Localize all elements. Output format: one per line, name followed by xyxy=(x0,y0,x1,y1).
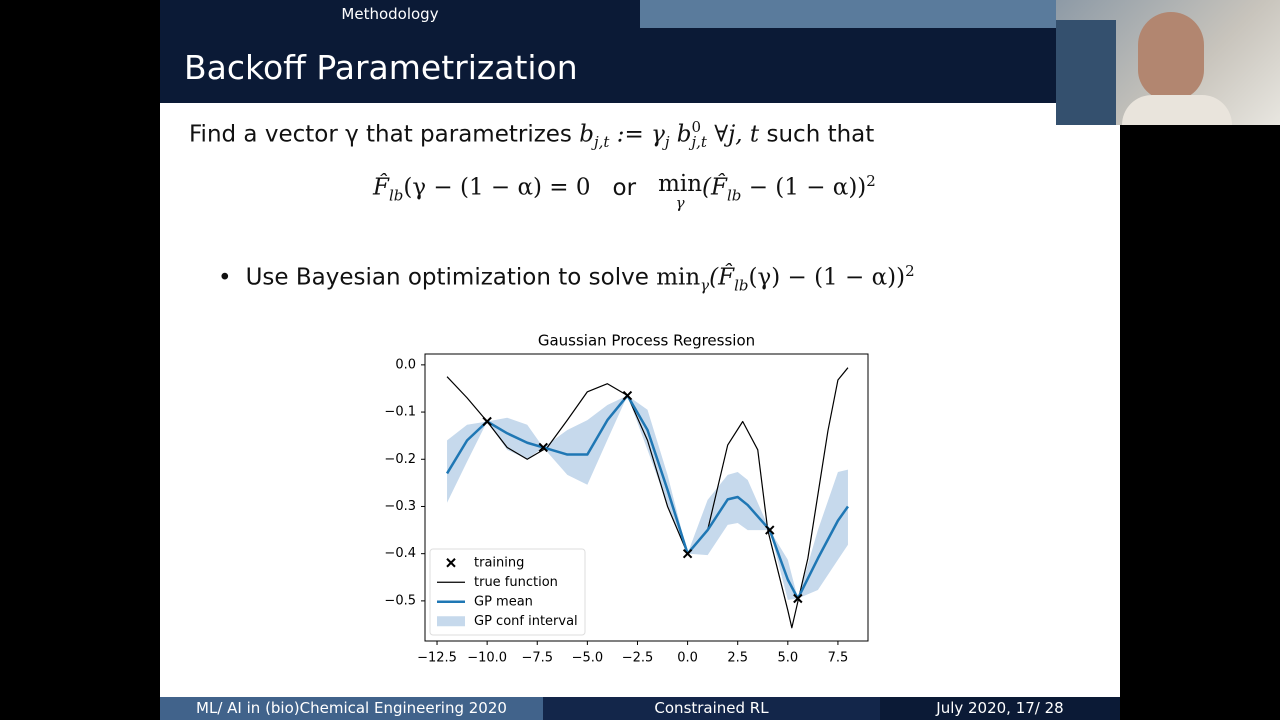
math: b xyxy=(579,121,594,148)
training-point xyxy=(538,442,548,453)
math: (F̂ xyxy=(702,174,727,201)
text: Find a vector γ that parametrizes xyxy=(189,121,580,148)
training-point xyxy=(622,390,633,401)
line-1: Find a vector γ that parametrizes bj,t :… xyxy=(189,120,875,152)
webcam-face xyxy=(1138,12,1204,100)
footer-right: July 2020, 17/ 28 xyxy=(880,697,1120,720)
text: such that xyxy=(759,121,875,148)
x-tick-label: −10.0 xyxy=(467,651,507,666)
text: or xyxy=(612,174,637,201)
legend-label: GP mean xyxy=(474,594,533,609)
y-tick-label: −0.3 xyxy=(384,499,416,514)
x-tick-label: 2.5 xyxy=(727,651,748,666)
math: lb xyxy=(388,186,404,205)
section-bar xyxy=(160,0,640,28)
legend-label: training xyxy=(474,555,524,570)
bullet: • Use Bayesian optimization to solve minγ… xyxy=(218,262,915,294)
math: := γ xyxy=(609,121,665,148)
slide: Methodology Backoff Parametrization Find… xyxy=(160,0,1120,720)
math: γ xyxy=(700,276,710,295)
bullet-dot: • xyxy=(218,264,232,291)
webcam-curtain xyxy=(1056,20,1116,125)
math: γ xyxy=(675,194,685,212)
math: b xyxy=(669,121,692,148)
math: min xyxy=(656,264,701,291)
legend-box xyxy=(429,548,586,636)
webcam-shirt xyxy=(1122,95,1232,125)
x-tick-label: 7.5 xyxy=(828,651,849,666)
plot-frame xyxy=(424,353,869,642)
webcam xyxy=(1056,0,1280,125)
line-2: F̂lb(γ − (1 − α) = 0 or min γ (F̂lb − (1 − α… xyxy=(373,171,876,212)
text: Use Bayesian optimization to solve xyxy=(245,264,657,291)
math: − (1 − α)) xyxy=(741,174,867,201)
math: j xyxy=(664,133,670,152)
math: (γ − (1 − α) = 0 xyxy=(403,174,591,201)
y-tick-label: −0.5 xyxy=(384,593,416,608)
x-tick-label: −2.5 xyxy=(622,651,654,666)
line xyxy=(446,367,849,629)
math: lb xyxy=(734,276,749,295)
math: (γ) − (1 − α)) xyxy=(748,264,906,291)
chart-title: Gaussian Process Regression xyxy=(538,332,755,350)
math: F̂ xyxy=(373,174,389,201)
y-tick-label: −0.2 xyxy=(384,452,416,467)
math: ∀j, t xyxy=(706,121,760,148)
x-tick-label: −12.5 xyxy=(417,651,457,666)
math: (F̂ xyxy=(709,264,735,291)
math: 2 xyxy=(905,262,915,280)
y-tick-label: −0.4 xyxy=(384,546,416,561)
training-point xyxy=(765,525,775,535)
math: lb xyxy=(726,186,742,205)
x-tick-label: 0.0 xyxy=(677,651,698,666)
section-bar-right xyxy=(640,0,1120,28)
section-label: Methodology xyxy=(341,5,439,23)
script-stack: 0 j,t xyxy=(692,120,707,150)
training-point xyxy=(482,416,492,427)
footer-left: ML/ AI in (bio)Chemical Engineering 2020 xyxy=(160,697,543,720)
training-point xyxy=(682,548,693,559)
math: 2 xyxy=(866,172,876,190)
legend-label: true function xyxy=(474,575,558,590)
min-stack: min γ xyxy=(658,171,703,212)
x-tick-label: −5.0 xyxy=(572,651,604,666)
footer-middle: Constrained RL xyxy=(543,697,880,720)
slide-title: Backoff Parametrization xyxy=(184,48,578,87)
legend-label: GP conf interval xyxy=(474,614,578,629)
legend-swatch xyxy=(437,616,465,627)
y-tick-label: −0.1 xyxy=(384,405,416,420)
legend-marker xyxy=(446,558,456,568)
x-tick-label: 5.0 xyxy=(777,651,798,666)
y-tick-label: 0.0 xyxy=(395,357,416,372)
math: 0 xyxy=(691,118,702,136)
training-point xyxy=(793,593,803,604)
line xyxy=(445,394,849,600)
math: j,t xyxy=(691,133,707,151)
math: j,t xyxy=(593,133,610,152)
title-bar xyxy=(160,28,1120,103)
math: min xyxy=(658,171,703,197)
x-tick-label: −7.5 xyxy=(521,651,553,666)
